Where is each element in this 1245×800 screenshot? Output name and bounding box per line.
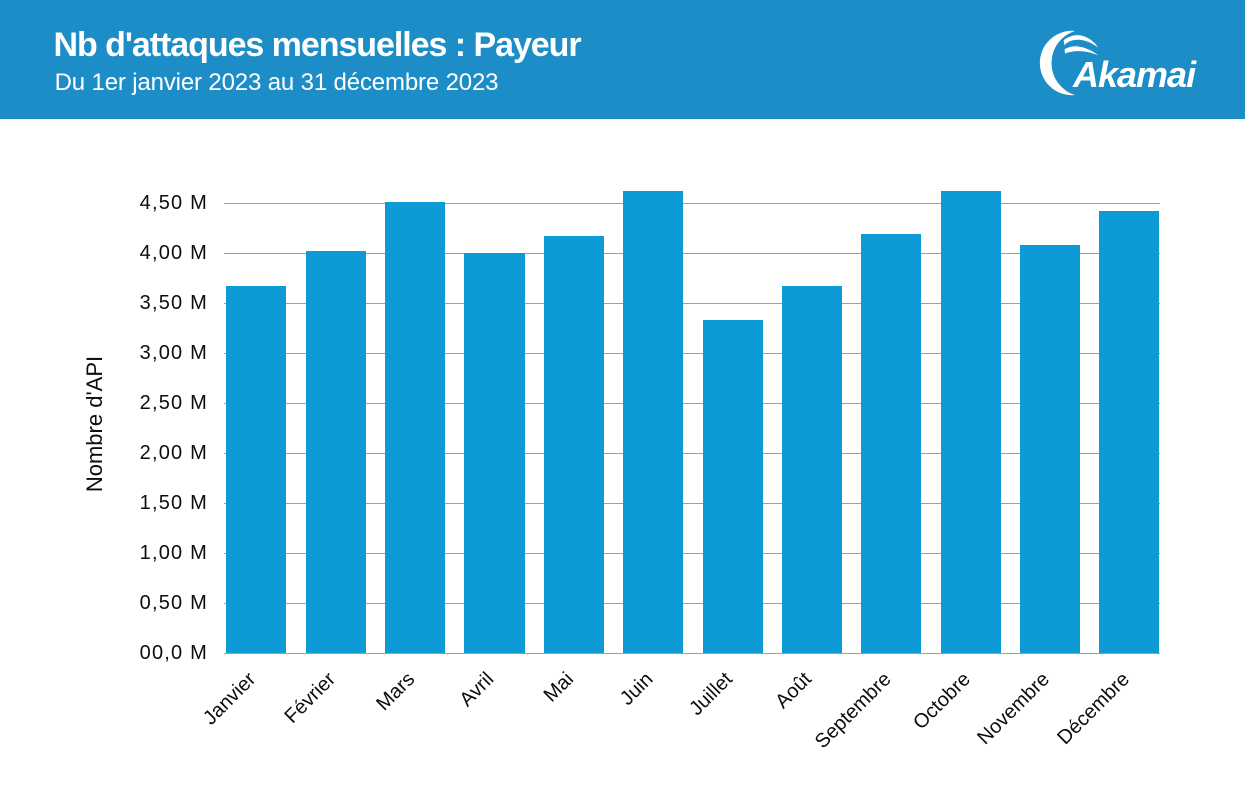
svg-text:Akamai: Akamai	[1072, 54, 1197, 95]
